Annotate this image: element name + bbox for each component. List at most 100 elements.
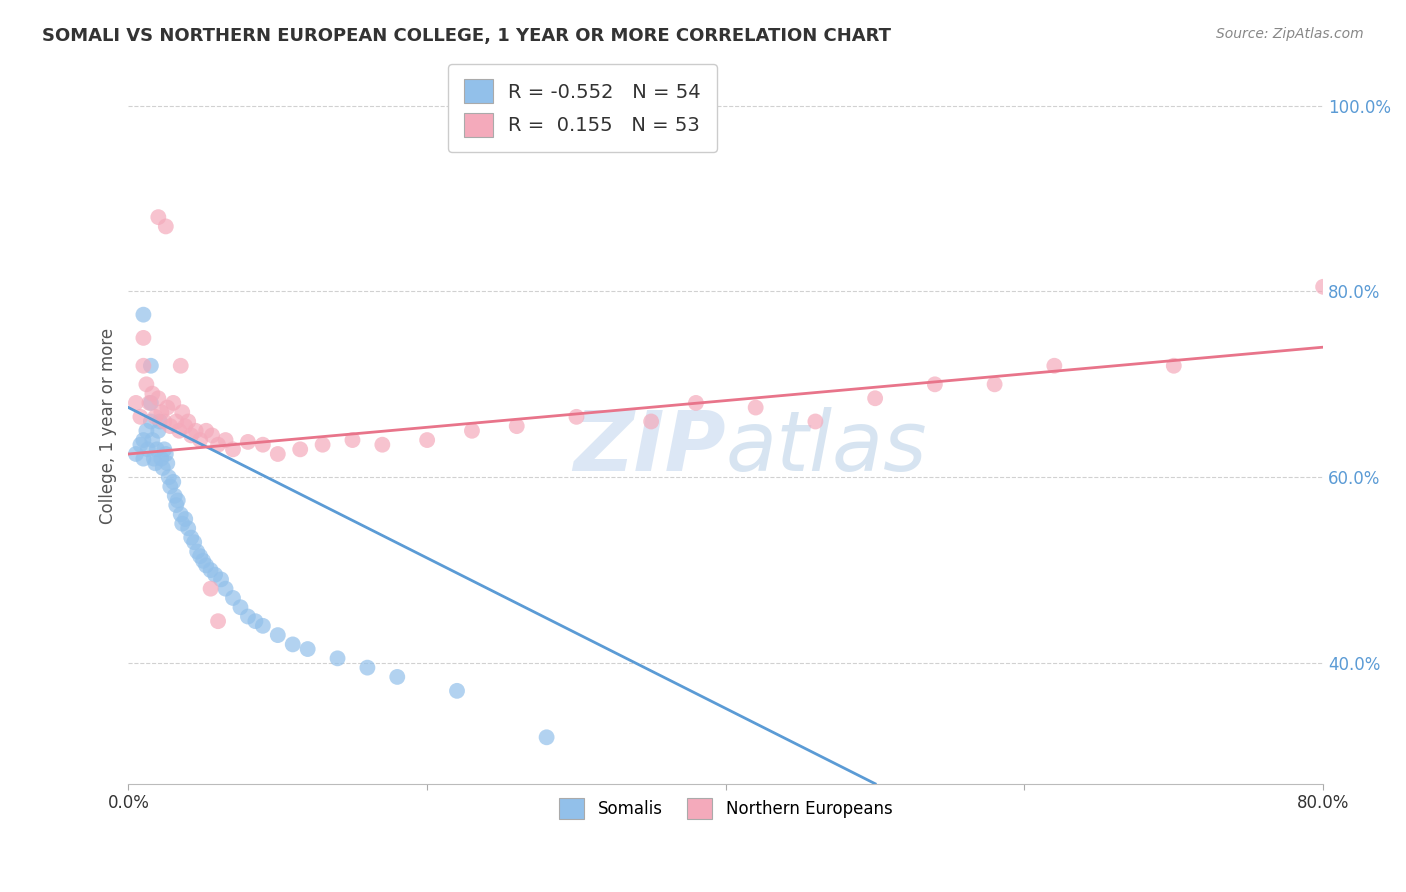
Point (204, 567, 226, 582)
Point (148, 391, 170, 405)
Point (159, 479, 181, 493)
Point (165, 415, 187, 429)
Point (744, 401, 766, 415)
Point (924, 377, 946, 392)
Point (245, 614, 267, 628)
Point (136, 442, 159, 457)
Point (195, 558, 218, 573)
Point (267, 447, 290, 461)
Point (311, 438, 333, 452)
Point (129, 438, 152, 452)
Point (186, 544, 208, 558)
Point (135, 424, 157, 438)
Point (191, 554, 214, 568)
Point (1312, 280, 1334, 294)
Point (149, 415, 172, 429)
Point (135, 377, 157, 392)
Point (165, 498, 187, 512)
Point (132, 331, 155, 345)
Point (150, 405, 173, 419)
Point (685, 396, 707, 410)
Point (177, 415, 200, 429)
Point (162, 475, 184, 489)
Point (152, 461, 174, 475)
Point (180, 428, 202, 442)
Point (188, 433, 211, 447)
Point (229, 600, 252, 615)
Y-axis label: College, 1 year or more: College, 1 year or more (100, 328, 117, 524)
Text: SOMALI VS NORTHERN EUROPEAN COLLEGE, 1 YEAR OR MORE CORRELATION CHART: SOMALI VS NORTHERN EUROPEAN COLLEGE, 1 Y… (42, 27, 891, 45)
Point (141, 386, 163, 401)
Point (214, 433, 236, 447)
Point (132, 359, 155, 373)
Point (132, 451, 155, 466)
Point (172, 405, 194, 419)
Point (150, 451, 173, 466)
Point (167, 424, 190, 438)
Point (162, 396, 184, 410)
Point (446, 683, 468, 698)
Point (141, 433, 163, 447)
Point (146, 442, 169, 457)
Point (863, 391, 886, 405)
Point (252, 619, 274, 633)
Point (236, 609, 259, 624)
Point (143, 456, 166, 470)
Point (172, 516, 194, 531)
Point (222, 591, 245, 605)
Point (1043, 359, 1066, 373)
Point (326, 651, 349, 665)
Point (139, 359, 162, 373)
Point (125, 396, 148, 410)
Point (209, 573, 232, 587)
Point (640, 415, 662, 429)
Text: atlas: atlas (725, 407, 928, 488)
Point (155, 219, 177, 234)
Point (236, 434, 259, 449)
Point (536, 731, 558, 745)
Point (132, 308, 155, 322)
Point (157, 470, 180, 484)
Text: ZIP: ZIP (574, 407, 725, 488)
Point (252, 438, 274, 452)
Text: Source: ZipAtlas.com: Source: ZipAtlas.com (1216, 27, 1364, 41)
Point (214, 582, 236, 596)
Point (139, 415, 162, 429)
Point (148, 210, 170, 224)
Point (139, 396, 162, 410)
Point (207, 614, 229, 628)
Point (804, 415, 827, 429)
Point (153, 442, 176, 457)
Point (159, 419, 181, 434)
Point (156, 401, 179, 415)
Legend: Somalis, Northern Europeans: Somalis, Northern Europeans (553, 792, 900, 825)
Point (200, 582, 222, 596)
Point (297, 642, 319, 657)
Point (138, 396, 160, 410)
Point (356, 660, 378, 674)
Point (170, 508, 193, 522)
Point (183, 535, 205, 549)
Point (153, 415, 176, 429)
Point (207, 438, 229, 452)
Point (195, 424, 218, 438)
Point (371, 438, 394, 452)
Point (267, 628, 290, 642)
Point (177, 521, 200, 535)
Point (983, 377, 1005, 392)
Point (290, 442, 312, 457)
Point (184, 424, 207, 438)
Point (201, 428, 224, 442)
Point (155, 447, 177, 461)
Point (142, 451, 165, 466)
Point (156, 456, 179, 470)
Point (342, 433, 364, 447)
Point (506, 419, 529, 434)
Point (188, 549, 211, 564)
Point (174, 512, 197, 526)
Point (565, 409, 588, 424)
Point (461, 424, 484, 438)
Point (166, 493, 188, 508)
Point (1163, 359, 1185, 373)
Point (129, 409, 152, 424)
